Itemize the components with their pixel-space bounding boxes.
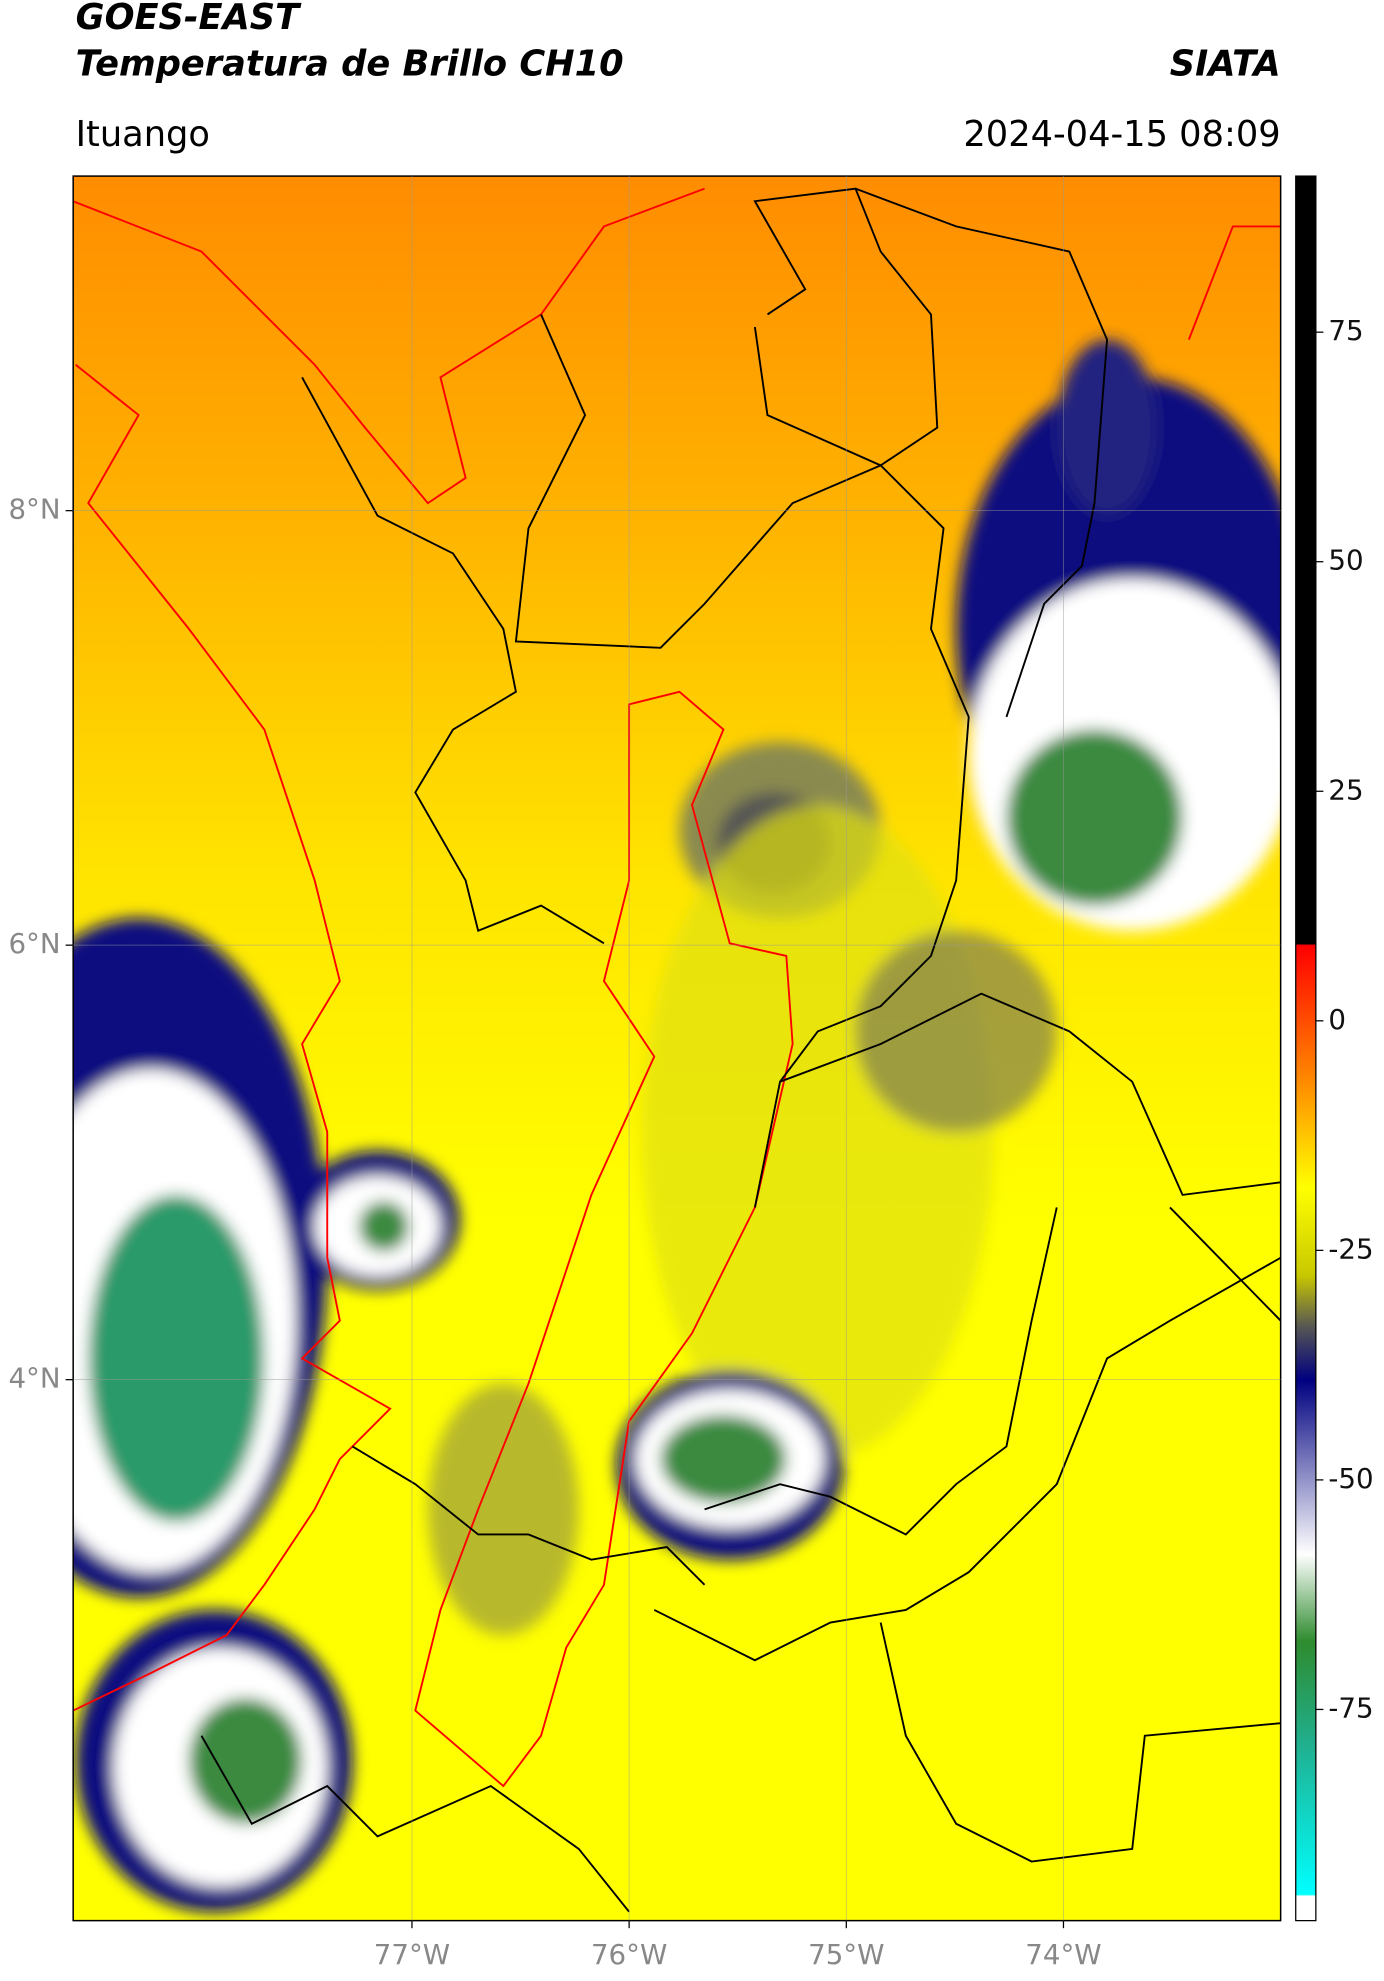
cloud-field: [73, 339, 1281, 1912]
colorbar-tick-label: 25: [1328, 773, 1363, 806]
location: Ituango: [76, 114, 210, 155]
colorbar-tick-label: 50: [1328, 544, 1363, 577]
colorbar-tick-label: -75: [1328, 1691, 1373, 1724]
colorbar-tick-label: 75: [1328, 314, 1363, 347]
x-tick-label: 75°W: [808, 1938, 884, 1971]
map-imagery: [73, 176, 1281, 1921]
colorbar: [1295, 175, 1317, 1922]
title-line2: Temperatura de Brillo CH10: [76, 43, 624, 84]
x-tick-label: 77°W: [374, 1938, 450, 1971]
x-tick-label: 76°W: [591, 1938, 667, 1971]
x-tick-label: 74°W: [1025, 1938, 1101, 1971]
source: SIATA: [1170, 43, 1281, 84]
colorbar-tick-label: -25: [1328, 1232, 1373, 1265]
y-tick-label: 4°N: [8, 1362, 60, 1395]
colorbar-tick-label: 0: [1328, 1003, 1346, 1036]
title-line1: GOES-EAST: [76, 0, 302, 38]
datetime: 2024-04-15 08:09: [963, 114, 1280, 155]
y-tick-label: 8°N: [8, 493, 60, 526]
y-tick-label: 6°N: [8, 927, 60, 960]
boundaries: [73, 187, 1281, 1913]
colorbar-tick-label: -50: [1328, 1462, 1373, 1495]
map-frame: [72, 175, 1282, 1922]
